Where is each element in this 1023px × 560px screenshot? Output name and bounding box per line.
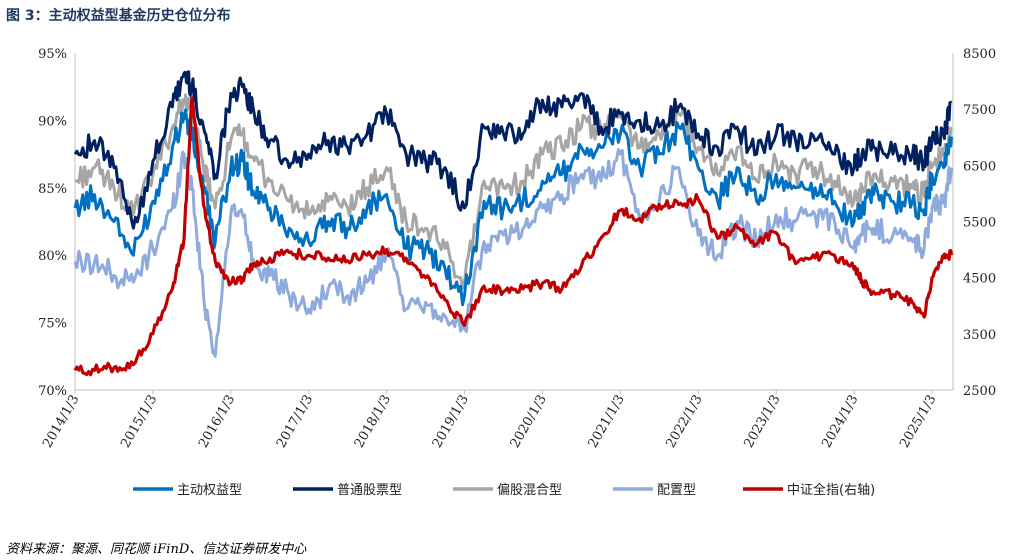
legend-label-4: 中证全指(右轴) [787, 482, 875, 498]
y2-tick-label: 5500 [963, 216, 996, 231]
figure-title: 图 3：主动权益型基金历史仓位分布 [6, 8, 231, 24]
series-line-3 [73, 148, 953, 358]
x-tick-label: 2020/1/3 [508, 393, 550, 451]
legend-label-0: 主动权益型 [177, 482, 242, 498]
y-tick-label: 95% [38, 47, 67, 62]
x-tick-label: 2016/1/3 [196, 393, 238, 451]
y-tick-label: 90% [38, 114, 67, 129]
y-tick-label: 75% [38, 317, 67, 332]
series-line-1 [73, 70, 953, 230]
y2-tick-label: 3500 [963, 328, 996, 343]
y2-tick-label: 6500 [963, 159, 996, 174]
x-tick-label: 2021/1/3 [586, 393, 628, 451]
legend-label-1: 普通股票型 [337, 483, 402, 498]
series-line-4 [73, 96, 953, 377]
source-note: 资料来源：聚源、同花顺 iFinD、信达证券研发中心 [6, 542, 307, 557]
x-tick-label: 2014/1/3 [40, 393, 82, 451]
y2-tick-label: 4500 [963, 272, 996, 287]
legend-label-3: 配置型 [657, 483, 696, 498]
position-chart: 70% 75% 80% 85% 90% 95% 2500 3500 4500 5500 6500 75… [38, 47, 996, 498]
x-tick-label: 2019/1/3 [430, 393, 472, 451]
x-tick-label: 2017/1/3 [274, 393, 316, 451]
y2-tick-label: 2500 [963, 384, 996, 399]
x-tick-label: 2025/1/3 [897, 393, 939, 451]
y-tick-label: 85% [38, 182, 67, 197]
x-tick-label: 2024/1/3 [819, 393, 861, 451]
x-tick-label: 2022/1/3 [664, 393, 706, 451]
x-tick-label: 2015/1/3 [118, 393, 160, 451]
x-tick-label: 2018/1/3 [352, 393, 394, 451]
y2-tick-label: 8500 [963, 47, 996, 62]
y2-tick-label: 7500 [963, 103, 996, 118]
series-line-0 [73, 108, 953, 307]
x-tick-label: 2023/1/3 [741, 393, 783, 451]
series-line-2 [74, 93, 953, 290]
y-tick-label: 80% [38, 249, 67, 264]
y-tick-label: 70% [38, 384, 67, 399]
legend-label-2: 偏股混合型 [497, 483, 562, 498]
